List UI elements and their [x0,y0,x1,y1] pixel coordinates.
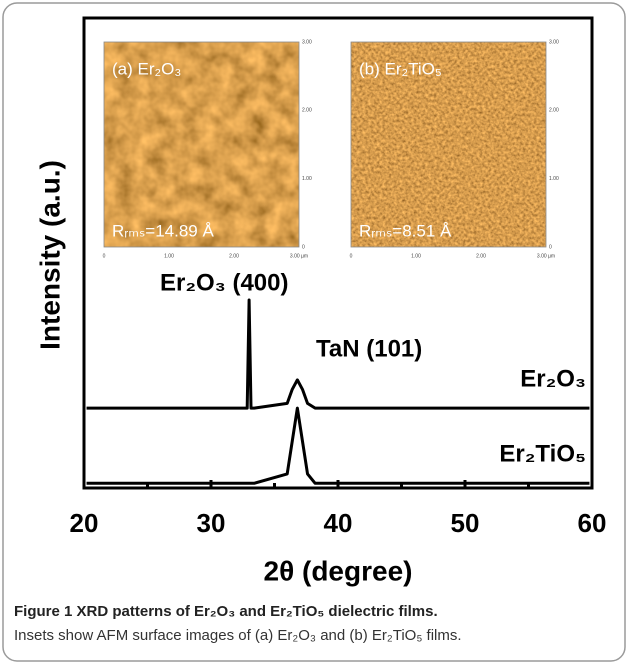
inset-y-tick-label: 1.00 [549,176,559,182]
inset-x-tick-label: 2.00 [476,253,486,259]
caption-title: XRD patterns of Er₂O₃ and Er₂TiO₅ dielec… [77,603,438,620]
inset-x-tick-label: 3.00 µm [290,253,308,259]
inset-x-tick-label: 1.00 [164,253,174,259]
inset-x-tick-label: 3.00 µm [537,253,555,259]
caption-text: Insets show AFM surface images of (a) Er… [14,627,462,644]
annotation: TaN (101) [316,335,422,362]
caption-label: Figure 1 [14,603,72,620]
inset-x-tick-label: 0 [103,253,106,259]
annotation: Er₂O₃ (400) [160,269,288,296]
x-tick-label: 40 [324,508,353,538]
inset-y-tick-label: 0 [302,244,305,250]
series-label: Er₂O₃ [520,365,586,392]
inset-roughness: Rᵣₘₛ=14.89 Å [112,221,214,240]
inset-y-tick-label: 2.00 [302,108,312,114]
inset-y-tick-label: 0 [549,244,552,250]
caption: Figure 1 XRD patterns of Er₂O₃ and Er₂Ti… [14,600,619,648]
series-label: Er₂TiO₅ [499,441,586,468]
x-tick-label: 60 [578,508,607,538]
inset-x-tick-label: 2.00 [229,253,239,259]
inset-roughness: Rᵣₘₛ=8.51 Å [359,221,452,240]
inset-y-tick-label: 3.00 [549,39,559,45]
inset-x-tick-label: 0 [350,253,353,259]
inset-y-tick-label: 2.00 [549,108,559,114]
inset-x-tick-label: 1.00 [411,253,421,259]
x-axis-label: 2θ (degree) [264,555,413,586]
x-tick-label: 30 [197,508,226,538]
x-tick-label: 20 [70,508,99,538]
chart: Intensity (a.u.) 2θ (degree) Er₂O₃ (400)… [0,0,629,665]
x-tick-label: 50 [451,508,480,538]
inset-y-tick-label: 1.00 [302,176,312,182]
y-axis-label: Intensity (a.u.) [34,160,65,350]
figure: Intensity (a.u.) 2θ (degree) Er₂O₃ (400)… [0,0,629,665]
inset-label: (b) Er₂TiO₅ [359,59,442,78]
inset-label: (a) Er₂O₃ [112,59,181,78]
inset-y-tick-label: 3.00 [302,39,312,45]
